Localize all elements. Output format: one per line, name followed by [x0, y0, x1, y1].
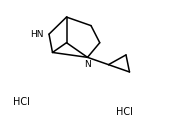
Text: N: N [84, 60, 91, 69]
Text: HN: HN [30, 30, 44, 39]
Text: HCl: HCl [13, 97, 29, 107]
Text: HCl: HCl [116, 107, 133, 117]
